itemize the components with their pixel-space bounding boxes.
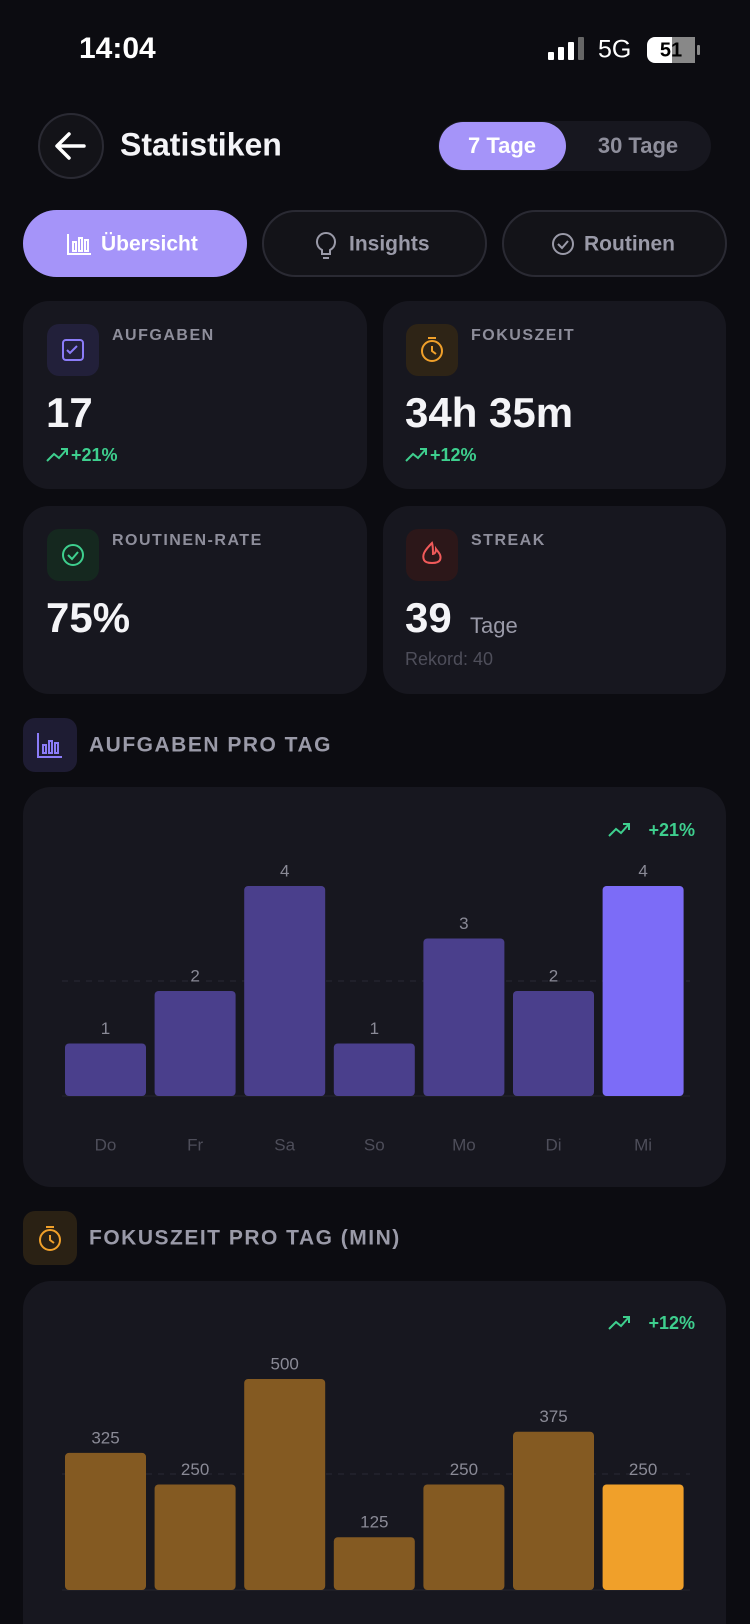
card-note: Rekord: 40 (405, 649, 493, 669)
stat-card (23, 301, 367, 489)
range-label[interactable]: 7 Tage (468, 133, 536, 158)
chart-trend: +12% (648, 1313, 695, 1333)
section-icon (46, 1226, 55, 1244)
battery-level: 51 (660, 39, 682, 61)
x-tick-label: Mi (634, 1135, 652, 1154)
battery-empty (672, 37, 695, 63)
bar-value-label: 1 (370, 1019, 379, 1038)
page-title: Statistiken (120, 126, 282, 162)
bar-value-label: 375 (539, 1407, 567, 1426)
card-label: ROUTINEN-RATE (112, 532, 263, 549)
tab-label[interactable]: Routinen (584, 233, 675, 256)
x-tick-label: Di (545, 1135, 561, 1154)
tab[interactable] (502, 210, 727, 277)
card-icon (66, 345, 78, 355)
card-icon (47, 529, 99, 581)
card-value: 34h 35m (405, 389, 573, 436)
bar-value-label: 2 (190, 966, 199, 985)
card-value: 39 (405, 594, 452, 641)
bar (154, 1484, 236, 1590)
bar-value-label: 4 (638, 861, 647, 880)
card-label: STREAK (471, 532, 546, 549)
tab-icon (316, 231, 336, 259)
bar (244, 1379, 326, 1590)
card-trend: +21% (71, 445, 118, 465)
card-icon (428, 337, 437, 355)
tab-label[interactable]: Insights (349, 233, 430, 256)
x-tick-label: Sa (274, 1135, 295, 1154)
card-icon (62, 339, 84, 361)
section-icon (39, 1229, 61, 1251)
card-value: 17 (46, 389, 93, 436)
bar-value-label: 1 (101, 1019, 110, 1038)
bar-value-label: 125 (360, 1513, 388, 1532)
bar-value-label: 250 (629, 1460, 657, 1479)
bar (423, 1484, 505, 1590)
stat-card (23, 506, 367, 694)
section-icon (48, 740, 53, 754)
bar-value-label: 500 (271, 1354, 299, 1373)
bar-value-label: 250 (450, 1460, 478, 1479)
section-icon (42, 744, 47, 754)
card-unit: Tage (470, 613, 518, 638)
section-title: AUFGABEN PRO TAG (89, 734, 332, 757)
stat-card (383, 506, 726, 694)
x-tick-label: So (364, 1135, 385, 1154)
trend-icon (405, 448, 427, 462)
section-icon (37, 733, 62, 758)
bar-value-label: 325 (91, 1428, 119, 1447)
tab-active[interactable] (23, 210, 247, 277)
bar (602, 886, 684, 1096)
x-tick-label: Fr (187, 1135, 203, 1154)
section-icon (54, 742, 59, 754)
bar (65, 1452, 146, 1590)
bar (602, 1484, 684, 1590)
section-title: FOKUSZEIT PRO TAG (MIN) (89, 1227, 401, 1250)
tab-icon (67, 234, 91, 255)
card-icon (62, 544, 84, 566)
card-icon (421, 340, 443, 362)
card-trend: +12% (430, 445, 477, 465)
bar (154, 991, 236, 1096)
trend-icon (608, 1316, 630, 1330)
x-tick-label: Mo (452, 1135, 476, 1154)
battery-tip (697, 45, 700, 55)
tab-label[interactable]: Übersicht (101, 233, 198, 256)
bar (65, 1043, 146, 1096)
bar-value-label: 250 (181, 1460, 209, 1479)
card-label: FOKUSZEIT (471, 327, 575, 344)
chart-trend: +21% (648, 820, 695, 840)
bar (423, 938, 505, 1096)
bar (333, 1043, 415, 1096)
signal-icon (548, 37, 584, 60)
card-label: AUFGABEN (112, 327, 215, 344)
card-icon (67, 551, 79, 561)
trend-icon (608, 823, 630, 837)
trend-icon (46, 448, 68, 462)
bar (513, 1431, 594, 1590)
bar-value-label: 4 (280, 861, 289, 880)
bar (513, 991, 594, 1096)
tab[interactable] (262, 210, 487, 277)
card-value: 75% (46, 594, 130, 641)
card-icon (422, 541, 442, 564)
range-label[interactable]: 30 Tage (598, 133, 678, 158)
range-option-active[interactable] (439, 122, 566, 170)
tab-icon (552, 233, 574, 255)
status-time: 14:04 (79, 32, 156, 65)
stat-card (383, 301, 726, 489)
bar (333, 1537, 415, 1590)
bar-value-label: 3 (459, 914, 468, 933)
bar (244, 886, 326, 1096)
network: 5G (598, 36, 631, 64)
bar-value-label: 2 (549, 966, 558, 985)
back-button[interactable] (38, 113, 104, 179)
x-tick-label: Do (95, 1135, 117, 1154)
